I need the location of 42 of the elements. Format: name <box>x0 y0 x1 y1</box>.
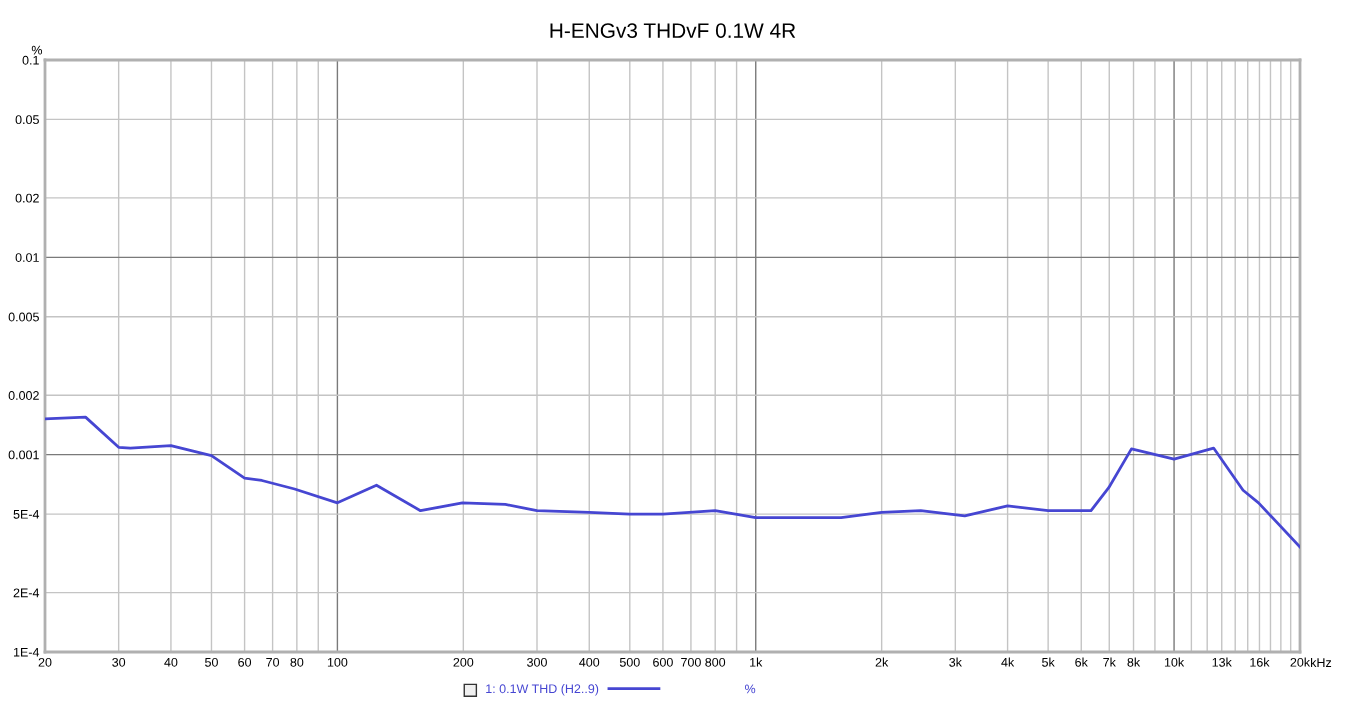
y-tick-label: 0.1 <box>22 55 39 65</box>
x-tick-label: 20k <box>1290 657 1311 667</box>
x-tick-label: 8k <box>1127 657 1141 667</box>
x-axis-title: kHz <box>1311 657 1332 667</box>
chart-title: H-ENGv3 THDvF 0.1W 4R <box>550 23 796 38</box>
x-tick-label: 30 <box>112 657 126 667</box>
y-tick-label: 2E-4 <box>13 588 40 598</box>
x-tick-label: 3k <box>949 657 962 667</box>
x-tick-label: 50 <box>205 657 218 667</box>
y-tick-label: 0.002 <box>8 391 39 400</box>
x-tick-label: 1k <box>750 657 763 667</box>
x-tick-label: 700 <box>681 657 701 667</box>
x-tick-label: 10k <box>1164 657 1185 667</box>
x-tick-label: 100 <box>327 657 348 667</box>
y-tick-label: 0.001 <box>8 450 39 460</box>
y-tick-label: 5E-4 <box>13 510 40 519</box>
x-tick-label: 60 <box>238 657 252 667</box>
x-tick-label: 4k <box>1001 657 1015 667</box>
y-tick-label: 0.02 <box>15 193 39 203</box>
x-tick-label: 40 <box>164 657 178 667</box>
x-tick-label: 16k <box>1250 657 1270 667</box>
x-tick-label: 400 <box>579 657 600 667</box>
x-tick-label: 500 <box>619 657 640 667</box>
y-axis-title: % <box>31 45 43 55</box>
text: 1: 0.1W THD (H2..9) <box>486 683 599 696</box>
x-tick-label: 13k <box>1212 657 1232 667</box>
x-tick-label: 5k <box>1042 657 1055 667</box>
x-tick-label: 800 <box>705 657 726 667</box>
x-tick-label: 80 <box>290 657 304 667</box>
x-tick-label: 200 <box>453 657 474 667</box>
x-tick-label: 300 <box>527 657 547 667</box>
y-tick-label: 0.005 <box>8 312 39 322</box>
y-tick-label: 0.01 <box>15 253 39 262</box>
y-tick-label: 0.05 <box>15 115 39 125</box>
x-tick-label: 7k <box>1103 657 1116 667</box>
x-tick-label: 20 <box>38 657 52 667</box>
x-tick-label: 6k <box>1075 657 1088 667</box>
x-tick-label: 600 <box>653 657 673 667</box>
x-tick-label: 2k <box>875 657 889 667</box>
y-tick-label: 1E-4 <box>14 647 40 657</box>
text: % <box>744 684 756 694</box>
x-tick-label: 70 <box>266 657 280 667</box>
